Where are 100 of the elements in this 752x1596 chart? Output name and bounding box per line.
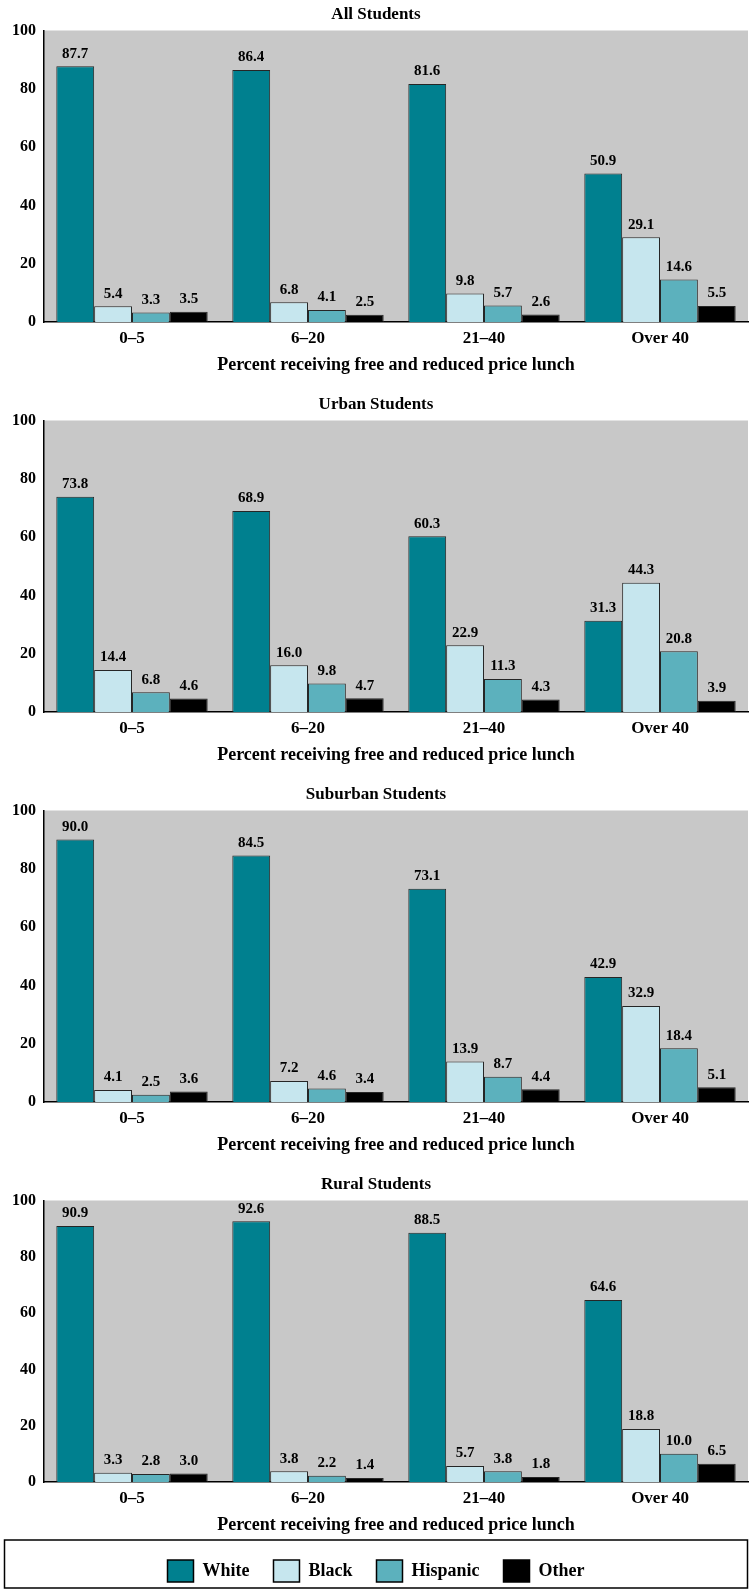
data-label: 60.3 [414,514,441,531]
x-tick-label: 21–40 [462,717,506,737]
x-axis-title: Percent receiving free and reduced price lunch [217,743,575,764]
data-label: 2.6 [531,292,551,309]
y-tick-label: 60 [20,137,36,155]
data-label: 9.8 [317,661,337,678]
data-label: 6.8 [141,670,161,687]
x-tick-label: 0–5 [119,1487,145,1507]
x-tick-label: 0–5 [119,327,145,347]
data-label: 4.1 [103,1068,123,1085]
data-label: 88.5 [414,1211,441,1228]
data-label: 50.9 [590,151,617,168]
y-tick-label: 20 [20,253,36,271]
y-tick-label: 80 [20,1246,36,1264]
data-label: 64.6 [590,1278,617,1295]
legend-label: Hispanic [411,1559,480,1580]
data-label: 3.6 [179,1069,199,1086]
x-tick-label: 6–20 [291,1487,325,1507]
y-tick-label: 60 [20,917,36,935]
data-label: 20.8 [665,629,693,646]
y-tick-label: 100 [12,800,36,818]
legend-label: Black [308,1559,353,1580]
data-label: 5.1 [707,1065,727,1082]
data-label: 90.9 [62,1204,89,1221]
data-label: 11.3 [490,657,516,674]
data-label: 4.6 [317,1066,337,1083]
x-tick-label: Over 40 [631,717,689,737]
data-label: 5.5 [707,284,727,301]
x-tick-label: 6–20 [291,327,325,347]
data-label: 84.5 [238,833,265,850]
x-tick-label: 0–5 [119,717,145,737]
data-label: 16.0 [275,643,303,660]
data-label: 5.7 [493,283,513,300]
data-label: 3.3 [103,1451,123,1468]
x-tick-label: 0–5 [119,1107,145,1127]
y-tick-label: 40 [20,195,36,213]
data-label: 92.6 [238,1199,265,1216]
data-label: 4.7 [355,676,375,693]
y-tick-label: 0 [28,312,36,330]
data-label: 6.8 [279,280,299,297]
y-tick-label: 40 [20,975,36,993]
data-label: 32.9 [627,984,655,1001]
data-label: 3.5 [179,290,199,307]
y-tick-label: 80 [20,858,36,876]
x-tick-label: Over 40 [631,1107,689,1127]
data-label: 3.0 [179,1451,199,1468]
y-tick-label: 0 [28,1092,36,1110]
chart-title: Urban Students [318,393,434,413]
y-tick-label: 80 [20,468,36,486]
data-label: 3.4 [355,1070,375,1087]
data-label: 31.3 [590,599,617,616]
data-label: 44.3 [627,561,655,578]
chart-title: Rural Students [320,1173,432,1193]
data-label: 29.1 [627,215,655,232]
data-label: 86.4 [238,48,265,65]
y-tick-label: 60 [20,527,36,545]
data-label: 9.8 [455,271,475,288]
data-label: 81.6 [414,62,441,79]
y-tick-label: 40 [20,585,36,603]
legend-label: White [202,1559,250,1580]
data-label: 3.9 [707,679,727,695]
chart-title: All Students [331,3,422,23]
y-tick-label: 20 [20,1033,36,1051]
data-label: 18.4 [665,1026,693,1043]
data-label: 1.4 [355,1456,375,1473]
y-tick-label: 20 [20,643,36,661]
data-label: 3.8 [493,1449,513,1466]
y-tick-label: 40 [20,1359,36,1377]
x-axis-title: Percent receiving free and reduced price lunch [217,1513,575,1534]
data-label: 4.4 [531,1067,551,1084]
x-tick-label: 21–40 [462,1487,506,1507]
data-label: 14.4 [99,648,127,665]
data-label: 2.8 [141,1452,161,1469]
data-label: 18.8 [627,1407,655,1424]
data-label: 3.8 [279,1449,299,1466]
legend-label: Other [538,1559,585,1580]
data-label: 2.2 [317,1454,337,1471]
data-label: 4.6 [179,676,199,693]
data-label: 5.7 [455,1444,475,1461]
data-label: 2.5 [141,1073,161,1090]
data-label: 1.8 [531,1455,551,1472]
y-tick-label: 0 [28,702,36,720]
x-tick-label: Over 40 [631,1487,689,1507]
data-label: 14.6 [665,257,693,274]
data-label: 22.9 [451,623,479,640]
x-tick-label: 6–20 [291,1107,325,1127]
x-tick-label: 21–40 [462,1107,506,1127]
data-label: 2.5 [355,293,375,310]
data-label: 42.9 [590,955,617,972]
data-label: 3.3 [141,290,161,307]
y-tick-label: 20 [20,1415,36,1433]
data-label: 73.1 [414,867,441,884]
y-tick-label: 60 [20,1303,36,1321]
data-label: 73.8 [62,475,89,492]
data-label: 6.5 [707,1442,727,1459]
data-label: 7.2 [279,1059,299,1076]
data-label: 90.0 [62,817,89,834]
data-label: 68.9 [238,489,265,506]
x-axis-title: Percent receiving free and reduced price lunch [217,1133,575,1154]
y-tick-label: 100 [12,410,36,428]
